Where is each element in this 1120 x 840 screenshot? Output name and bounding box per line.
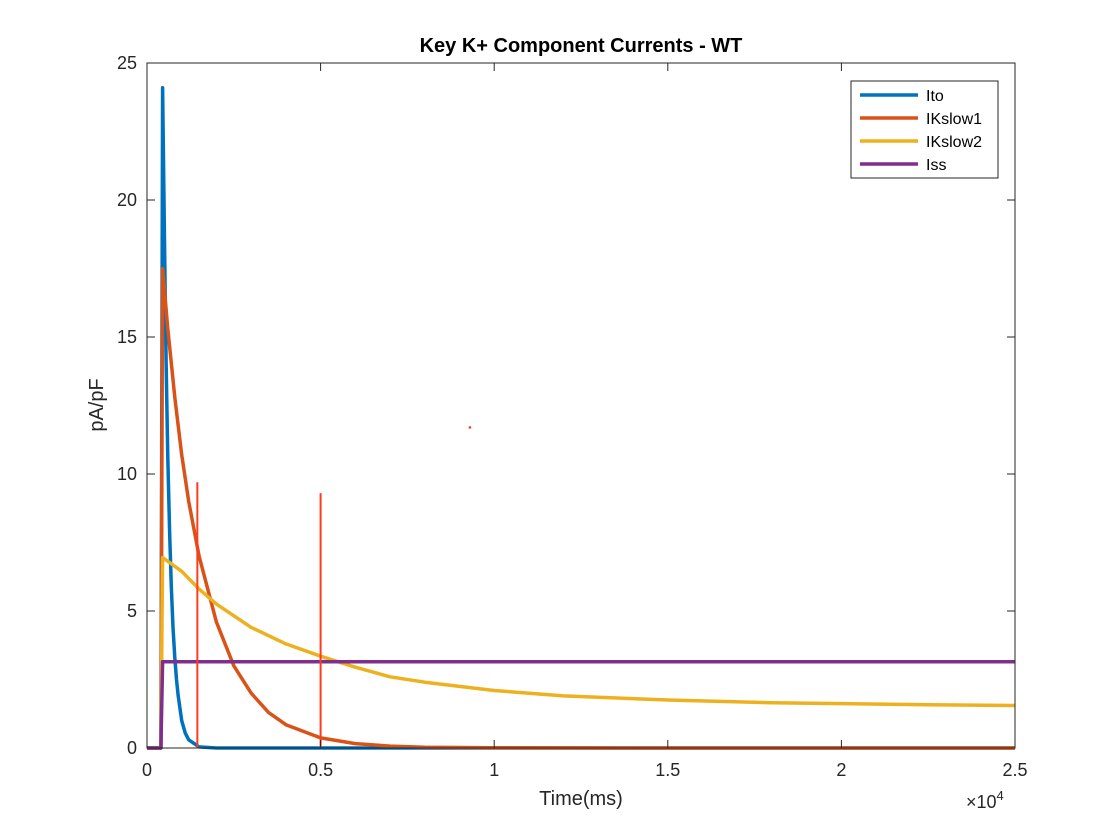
y-tick-label: 20 — [117, 190, 137, 210]
y-tick-label: 25 — [117, 53, 137, 73]
series-line-ikslow2 — [147, 555, 1016, 750]
legend-label-iss: Iss — [926, 157, 946, 174]
axes-layer — [146, 62, 1016, 749]
x-exponent-label: ×104 — [966, 788, 1004, 812]
x-tick-label: 0 — [142, 760, 152, 780]
y-tick-label: 15 — [117, 327, 137, 347]
series-line-ikslow1 — [147, 266, 1015, 750]
x-tick-label: 1.5 — [655, 760, 680, 780]
legend-entries: Ito IKslow1 IKslow2 Iss — [860, 88, 982, 174]
chart-title: Key K+ Component Currents - WT — [420, 35, 743, 57]
x-exponent-power: 4 — [997, 788, 1004, 803]
legend-label-ito: Ito — [926, 88, 944, 105]
x-exponent-base: ×10 — [966, 792, 997, 812]
legend-box — [850, 80, 999, 179]
legend: Ito IKslow1 IKslow2 Iss — [850, 80, 999, 179]
x-axis-label: Time(ms) — [539, 788, 623, 810]
y-tick-label: 5 — [127, 601, 137, 621]
y-ticks: 0 5 10 15 20 25 — [117, 53, 1015, 758]
annotation-point — [468, 426, 472, 429]
y-axis-label: pA/pF — [86, 378, 108, 431]
legend-label-ikslow1: IKslow1 — [926, 111, 982, 128]
x-ticks: 0 0.5 1 1.5 2 2.5 — [142, 63, 1028, 780]
axes-box — [146, 62, 1016, 749]
x-tick-label: 1 — [489, 760, 499, 780]
y-tick-label: 10 — [117, 464, 137, 484]
x-tick-label: 2 — [836, 760, 846, 780]
x-tick-label: 0.5 — [308, 760, 333, 780]
legend-label-ikslow2: IKslow2 — [926, 134, 982, 151]
y-tick-label: 0 — [127, 738, 137, 758]
x-tick-label: 2.5 — [1002, 760, 1027, 780]
annotation-layer — [196, 426, 472, 748]
